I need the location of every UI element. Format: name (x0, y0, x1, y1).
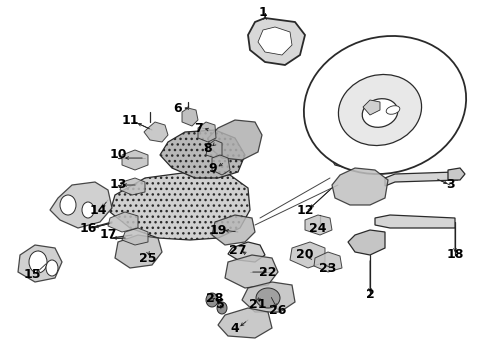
Text: 1: 1 (259, 5, 268, 18)
Polygon shape (115, 235, 162, 268)
Polygon shape (290, 242, 325, 268)
Polygon shape (110, 172, 250, 240)
Polygon shape (144, 122, 168, 142)
Polygon shape (258, 27, 292, 55)
Text: 21: 21 (249, 298, 267, 311)
Text: 27: 27 (229, 243, 247, 256)
Ellipse shape (362, 99, 398, 127)
Ellipse shape (256, 288, 280, 308)
Polygon shape (160, 130, 245, 178)
Text: 6: 6 (173, 102, 182, 114)
Text: 12: 12 (296, 203, 314, 216)
Polygon shape (375, 215, 455, 228)
Polygon shape (242, 282, 295, 312)
Polygon shape (122, 228, 148, 245)
Polygon shape (305, 215, 332, 235)
Polygon shape (228, 242, 265, 262)
Text: 24: 24 (309, 221, 327, 234)
Polygon shape (206, 140, 222, 158)
Text: 13: 13 (109, 179, 127, 192)
Ellipse shape (217, 302, 227, 314)
Text: 8: 8 (204, 141, 212, 154)
Text: 16: 16 (79, 221, 97, 234)
Text: 3: 3 (446, 179, 454, 192)
Text: 25: 25 (139, 252, 157, 265)
Text: 5: 5 (216, 298, 224, 311)
Ellipse shape (304, 36, 466, 174)
Ellipse shape (206, 293, 218, 307)
Polygon shape (225, 255, 278, 288)
Polygon shape (363, 100, 380, 115)
Polygon shape (332, 168, 388, 205)
Text: 26: 26 (270, 303, 287, 316)
Text: 23: 23 (319, 261, 337, 274)
Text: 22: 22 (259, 266, 277, 279)
Text: 15: 15 (23, 269, 41, 282)
Text: 19: 19 (209, 224, 227, 237)
Polygon shape (248, 18, 305, 65)
Polygon shape (122, 150, 148, 170)
Ellipse shape (339, 75, 421, 145)
Polygon shape (314, 252, 342, 272)
Text: 9: 9 (209, 162, 217, 175)
Polygon shape (198, 122, 216, 142)
Polygon shape (448, 168, 465, 180)
Text: 2: 2 (366, 288, 374, 302)
Polygon shape (385, 172, 458, 186)
Ellipse shape (60, 195, 76, 215)
Ellipse shape (386, 106, 400, 114)
Text: 17: 17 (99, 229, 117, 242)
Polygon shape (120, 178, 145, 195)
Text: 7: 7 (194, 122, 202, 135)
Polygon shape (212, 215, 255, 245)
Ellipse shape (46, 260, 58, 276)
Text: 10: 10 (109, 148, 127, 162)
Polygon shape (348, 230, 385, 255)
Polygon shape (212, 155, 230, 175)
Polygon shape (182, 108, 198, 126)
Text: 18: 18 (446, 248, 464, 261)
Text: 14: 14 (89, 203, 107, 216)
Text: 20: 20 (296, 248, 314, 261)
Ellipse shape (29, 251, 47, 273)
Text: 28: 28 (206, 292, 224, 305)
Text: 11: 11 (121, 113, 139, 126)
Ellipse shape (82, 202, 94, 218)
Polygon shape (50, 182, 112, 228)
Polygon shape (320, 135, 365, 170)
Polygon shape (208, 120, 262, 160)
Polygon shape (108, 212, 138, 232)
Polygon shape (218, 308, 272, 338)
Polygon shape (18, 245, 62, 282)
Text: 4: 4 (231, 321, 240, 334)
